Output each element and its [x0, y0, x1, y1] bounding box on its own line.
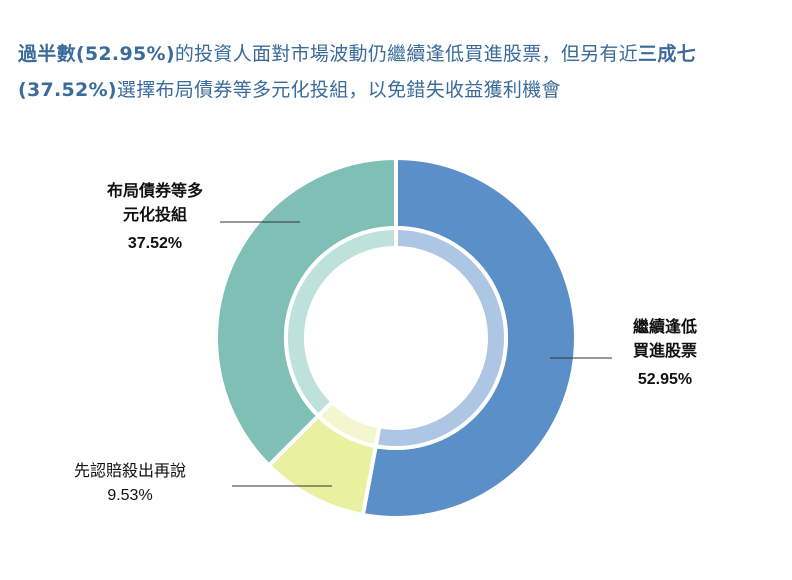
title-text-2: 選擇布局債券等多元化投組，以免錯失收益獲利機會	[116, 79, 561, 101]
slice-inner-ring-2	[284, 225, 398, 419]
title-highlight-3: (37.52%)	[18, 79, 117, 101]
label-line: 元化投組	[122, 207, 187, 224]
label-line: 布局債券等多	[106, 183, 203, 200]
label-line: 繼續逢低	[632, 319, 697, 336]
label-line: 先認賠殺出再說	[73, 463, 186, 480]
slice-label-bonds: 布局債券等多 元化投組 37.52%	[90, 180, 220, 256]
chart-title: 過半數(52.95%)的投資人面對市場波動仍繼續逢低買進股票，但另有近三成七 (3…	[18, 36, 788, 108]
value-label: 37.52%	[127, 235, 183, 252]
title-text-1: 的投資人面對市場波動仍繼續逢低買進股票，但另有近	[174, 43, 639, 65]
title-highlight-2: 三成七	[638, 43, 696, 65]
slice-label-sell: 先認賠殺出再說 9.53%	[60, 460, 200, 508]
value-label: 9.53%	[107, 487, 153, 504]
slice-label-stocks: 繼續逢低 買進股票 52.95%	[610, 316, 720, 392]
value-label: 52.95%	[637, 371, 693, 388]
title-highlight-1: 過半數(52.95%)	[18, 43, 175, 65]
label-line: 買進股票	[632, 343, 697, 360]
